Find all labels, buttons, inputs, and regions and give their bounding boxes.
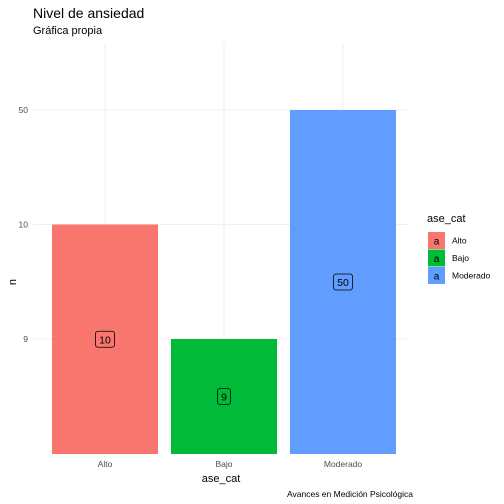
data-label-box-moderado bbox=[333, 273, 353, 291]
data-label-bajo: 9 bbox=[221, 392, 227, 404]
x-tick-label-moderado: Moderado bbox=[324, 459, 363, 469]
legend-title: ase_cat bbox=[427, 213, 466, 225]
y-tick-label-10: 10 bbox=[19, 220, 29, 230]
y-tick-label-9: 9 bbox=[23, 334, 28, 344]
y-tick-label-50: 50 bbox=[19, 105, 29, 115]
legend-key-alto bbox=[428, 232, 445, 249]
data-label-box-bajo bbox=[217, 388, 231, 405]
data-labels: 10 9 50 bbox=[95, 273, 353, 405]
legend: ase_cat a Alto a Bajo a Moderado bbox=[427, 213, 491, 284]
legend-label-alto: Alto bbox=[452, 236, 467, 246]
x-axis-title: ase_cat bbox=[202, 473, 241, 485]
data-label-alto: 10 bbox=[99, 334, 111, 346]
legend-label-bajo: Bajo bbox=[452, 253, 469, 263]
x-tick-labels: Alto Bajo Moderado bbox=[98, 459, 363, 469]
x-tick-label-alto: Alto bbox=[98, 459, 113, 469]
legend-key-glyph: a bbox=[434, 272, 440, 283]
chart-subtitle: Gráfica propia bbox=[33, 25, 103, 37]
legend-key-bajo bbox=[428, 249, 445, 267]
x-tick-label-bajo: Bajo bbox=[215, 459, 232, 469]
legend-key-moderado bbox=[428, 267, 445, 284]
y-tick-labels: 9 10 50 bbox=[19, 105, 29, 344]
legend-key-glyph: a bbox=[434, 254, 440, 265]
legend-key-glyph: a bbox=[434, 237, 440, 248]
y-axis-title: n bbox=[7, 279, 19, 285]
legend-label-moderado: Moderado bbox=[452, 271, 491, 281]
chart-caption: Avances en Medición Psicológica bbox=[287, 489, 413, 499]
data-label-box-alto bbox=[95, 330, 115, 348]
chart-title: Nivel de ansiedad bbox=[33, 5, 144, 21]
data-label-moderado: 50 bbox=[337, 277, 349, 289]
